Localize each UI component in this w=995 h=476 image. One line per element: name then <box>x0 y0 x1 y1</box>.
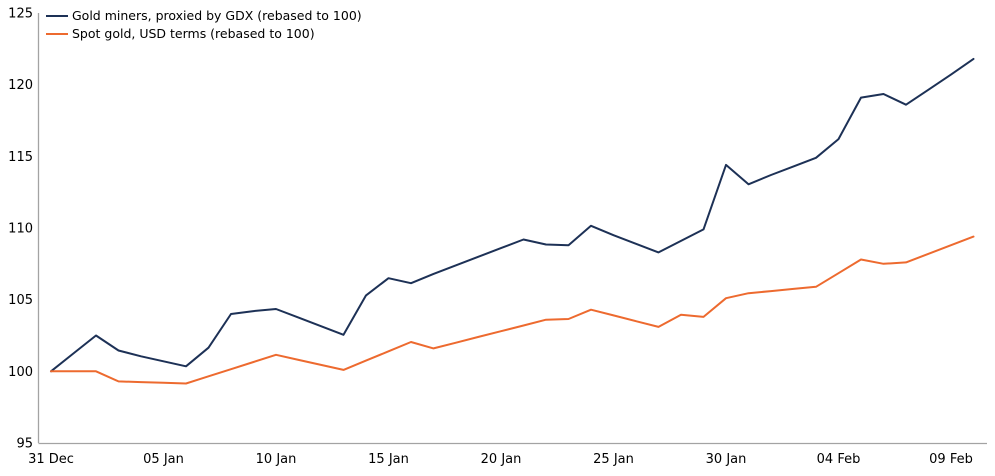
x-tick-label: 10 Jan <box>256 452 297 467</box>
spot-gold-legend-label: Spot gold, USD terms (rebased to 100) <box>72 26 315 41</box>
legend-item-gold-miners: Gold miners, proxied by GDX (rebased to … <box>46 7 362 24</box>
spot-gold-line <box>50 235 975 385</box>
y-tick-label: 125 <box>8 7 33 22</box>
gold-miners-line <box>50 57 975 373</box>
x-tick-label: 09 Feb <box>929 452 973 467</box>
y-tick-label: 115 <box>8 150 33 165</box>
y-tick-label: 120 <box>8 78 33 93</box>
spot-gold-line-swatch <box>46 32 68 35</box>
y-tick-label: 105 <box>8 293 33 308</box>
legend-item-spot-gold: Spot gold, USD terms (rebased to 100) <box>46 25 362 42</box>
y-tick-label: 110 <box>8 222 33 237</box>
x-tick-label: 20 Jan <box>481 452 522 467</box>
x-tick-label: 04 Feb <box>817 452 861 467</box>
y-tick-label: 95 <box>16 437 33 452</box>
gold-miners-legend-label: Gold miners, proxied by GDX (rebased to … <box>72 8 362 23</box>
x-tick-label: 25 Jan <box>593 452 634 467</box>
x-tick-label: 31 Dec <box>28 452 74 467</box>
x-tick-label: 05 Jan <box>143 452 184 467</box>
x-tick-label: 30 Jan <box>706 452 747 467</box>
y-tick-label: 100 <box>8 365 33 380</box>
gold-miners-line-swatch <box>46 14 68 17</box>
chart-legend: Gold miners, proxied by GDX (rebased to … <box>46 7 362 42</box>
x-tick-label: 15 Jan <box>368 452 409 467</box>
